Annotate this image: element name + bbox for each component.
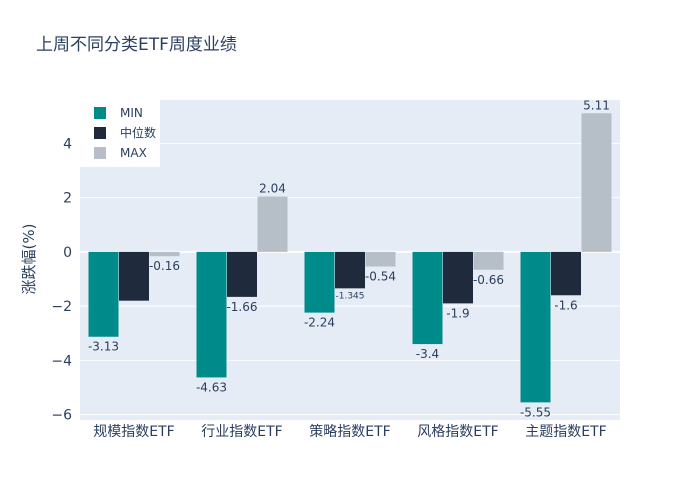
x-tick-label: 主题指数ETF	[525, 424, 606, 440]
data-label: -1.66	[226, 300, 257, 314]
data-labels: -3.13 -0.16 -4.63 -1.66 2.04 -2.24 -1.345-0.54…	[88, 98, 610, 419]
y-tick-label: 0	[63, 245, 72, 261]
legend-swatch	[94, 127, 106, 139]
legend-box	[80, 100, 160, 167]
y-ticks: −6 −4 −2 0 2 4	[51, 136, 72, 423]
bar	[581, 113, 612, 252]
data-label: -2.24	[304, 316, 335, 330]
bar	[196, 251, 227, 378]
bar	[227, 251, 257, 297]
y-tick-label: 4	[63, 136, 72, 152]
data-label: -0.54	[365, 270, 396, 284]
bar	[257, 196, 288, 252]
bar	[443, 251, 473, 304]
x-tick-label: 行业指数ETF	[201, 424, 282, 440]
bar	[551, 251, 581, 296]
data-label: -1.9	[446, 306, 469, 320]
data-label: -4.63	[196, 380, 227, 394]
data-label: 5.11	[583, 98, 610, 112]
x-tick-label: 规模指数ETF	[93, 424, 174, 440]
x-tick-label: 风格指数ETF	[417, 424, 498, 440]
data-label: -0.66	[473, 273, 504, 287]
bar	[412, 251, 443, 345]
y-tick-label: 2	[63, 191, 72, 207]
bar	[473, 251, 504, 270]
legend-label: 中位数	[120, 125, 156, 140]
data-label: -1.6	[554, 298, 577, 312]
y-tick-label: −2	[51, 299, 72, 315]
data-label: -3.13	[88, 340, 119, 354]
bar	[304, 251, 335, 313]
data-label: -1.345	[335, 291, 364, 301]
bar	[520, 251, 551, 403]
x-ticks: 规模指数ETF 行业指数ETF 策略指数ETF 风格指数ETF 主题指数ETF	[93, 423, 606, 440]
y-tick-label: −6	[51, 408, 72, 424]
bar	[365, 251, 396, 267]
legend-swatch	[94, 147, 106, 159]
bar	[335, 251, 365, 289]
bar	[119, 251, 149, 301]
legend-label: MIN	[120, 106, 143, 120]
bar	[149, 251, 180, 257]
x-tick-label: 策略指数ETF	[309, 423, 390, 440]
chart-title: 上周不同分类ETF周度业绩	[36, 35, 237, 55]
legend-label: MAX	[120, 146, 147, 160]
data-label: -5.55	[520, 405, 551, 419]
legend: MIN 中位数 MAX	[80, 100, 160, 167]
data-label: 2.04	[259, 182, 286, 196]
bars	[88, 113, 612, 403]
bar	[88, 251, 119, 337]
y-tick-label: −4	[51, 353, 72, 369]
data-label: -0.16	[149, 259, 180, 273]
legend-swatch	[94, 107, 106, 119]
y-axis-label: 涨跌幅(%)	[20, 224, 38, 295]
data-label: -3.4	[416, 347, 439, 361]
